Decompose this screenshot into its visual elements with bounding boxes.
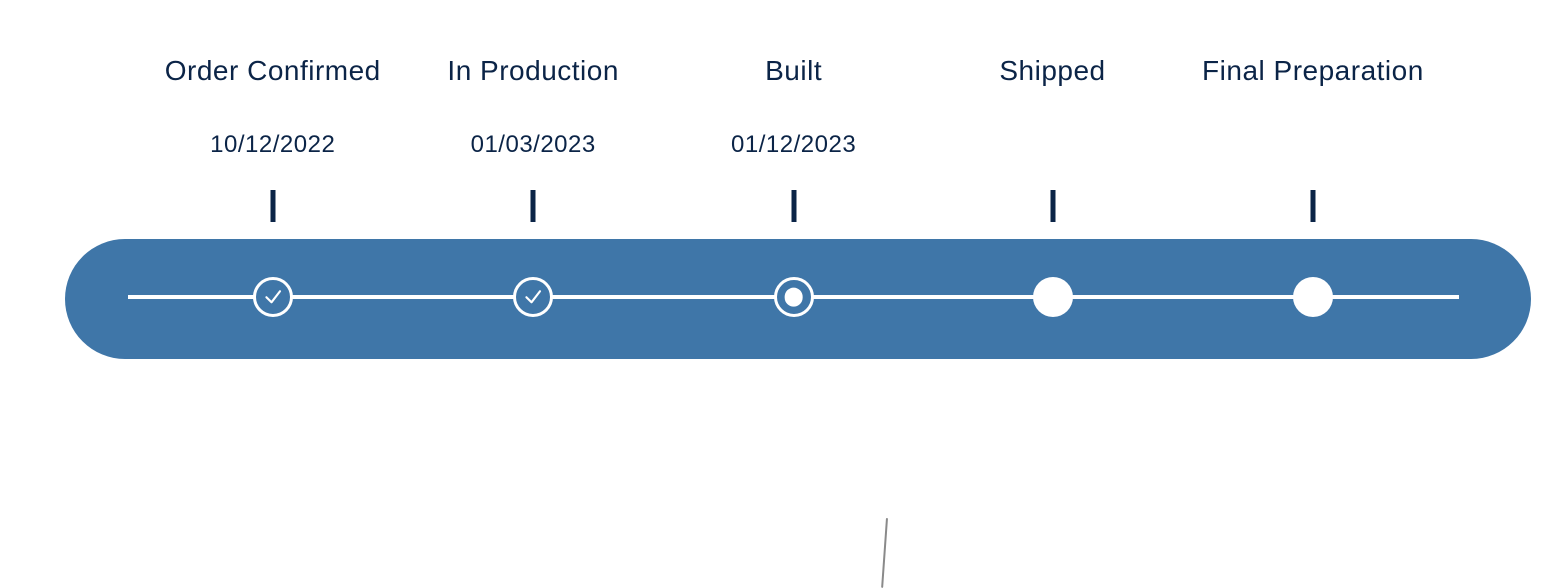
- check-icon: [523, 287, 543, 307]
- stage-3: Shipped: [999, 55, 1105, 157]
- stage-tick: [1310, 190, 1315, 222]
- stage-date: 01/03/2023: [447, 131, 619, 159]
- stage-2: Built 01/12/2023: [731, 55, 856, 159]
- stage-date: 01/12/2023: [731, 131, 856, 159]
- stage-node-pending: [1033, 277, 1073, 317]
- stage-date: [1202, 131, 1424, 157]
- stage-date: 10/12/2022: [165, 131, 381, 159]
- progress-timeline: Order Confirmed 10/12/2022 In Production…: [0, 0, 1541, 585]
- stage-label: Final Preparation: [1202, 55, 1424, 87]
- stage-tick: [531, 190, 536, 222]
- stray-line: [881, 518, 888, 588]
- stage-label: Built: [731, 55, 856, 87]
- stage-tick: [791, 190, 796, 222]
- stage-node-pending: [1293, 277, 1333, 317]
- stage-node-done: [253, 277, 293, 317]
- stage-0: Order Confirmed 10/12/2022: [165, 55, 381, 159]
- stage-label: In Production: [447, 55, 619, 87]
- stage-tick: [1050, 190, 1055, 222]
- stage-tick: [270, 190, 275, 222]
- stage-node-done: [513, 277, 553, 317]
- stage-4: Final Preparation: [1202, 55, 1424, 157]
- stage-node-current: [774, 277, 814, 317]
- check-icon: [263, 287, 283, 307]
- stage-date: [999, 131, 1105, 157]
- stage-1: In Production 01/03/2023: [447, 55, 619, 159]
- stage-label: Shipped: [999, 55, 1105, 87]
- stage-label: Order Confirmed: [165, 55, 381, 87]
